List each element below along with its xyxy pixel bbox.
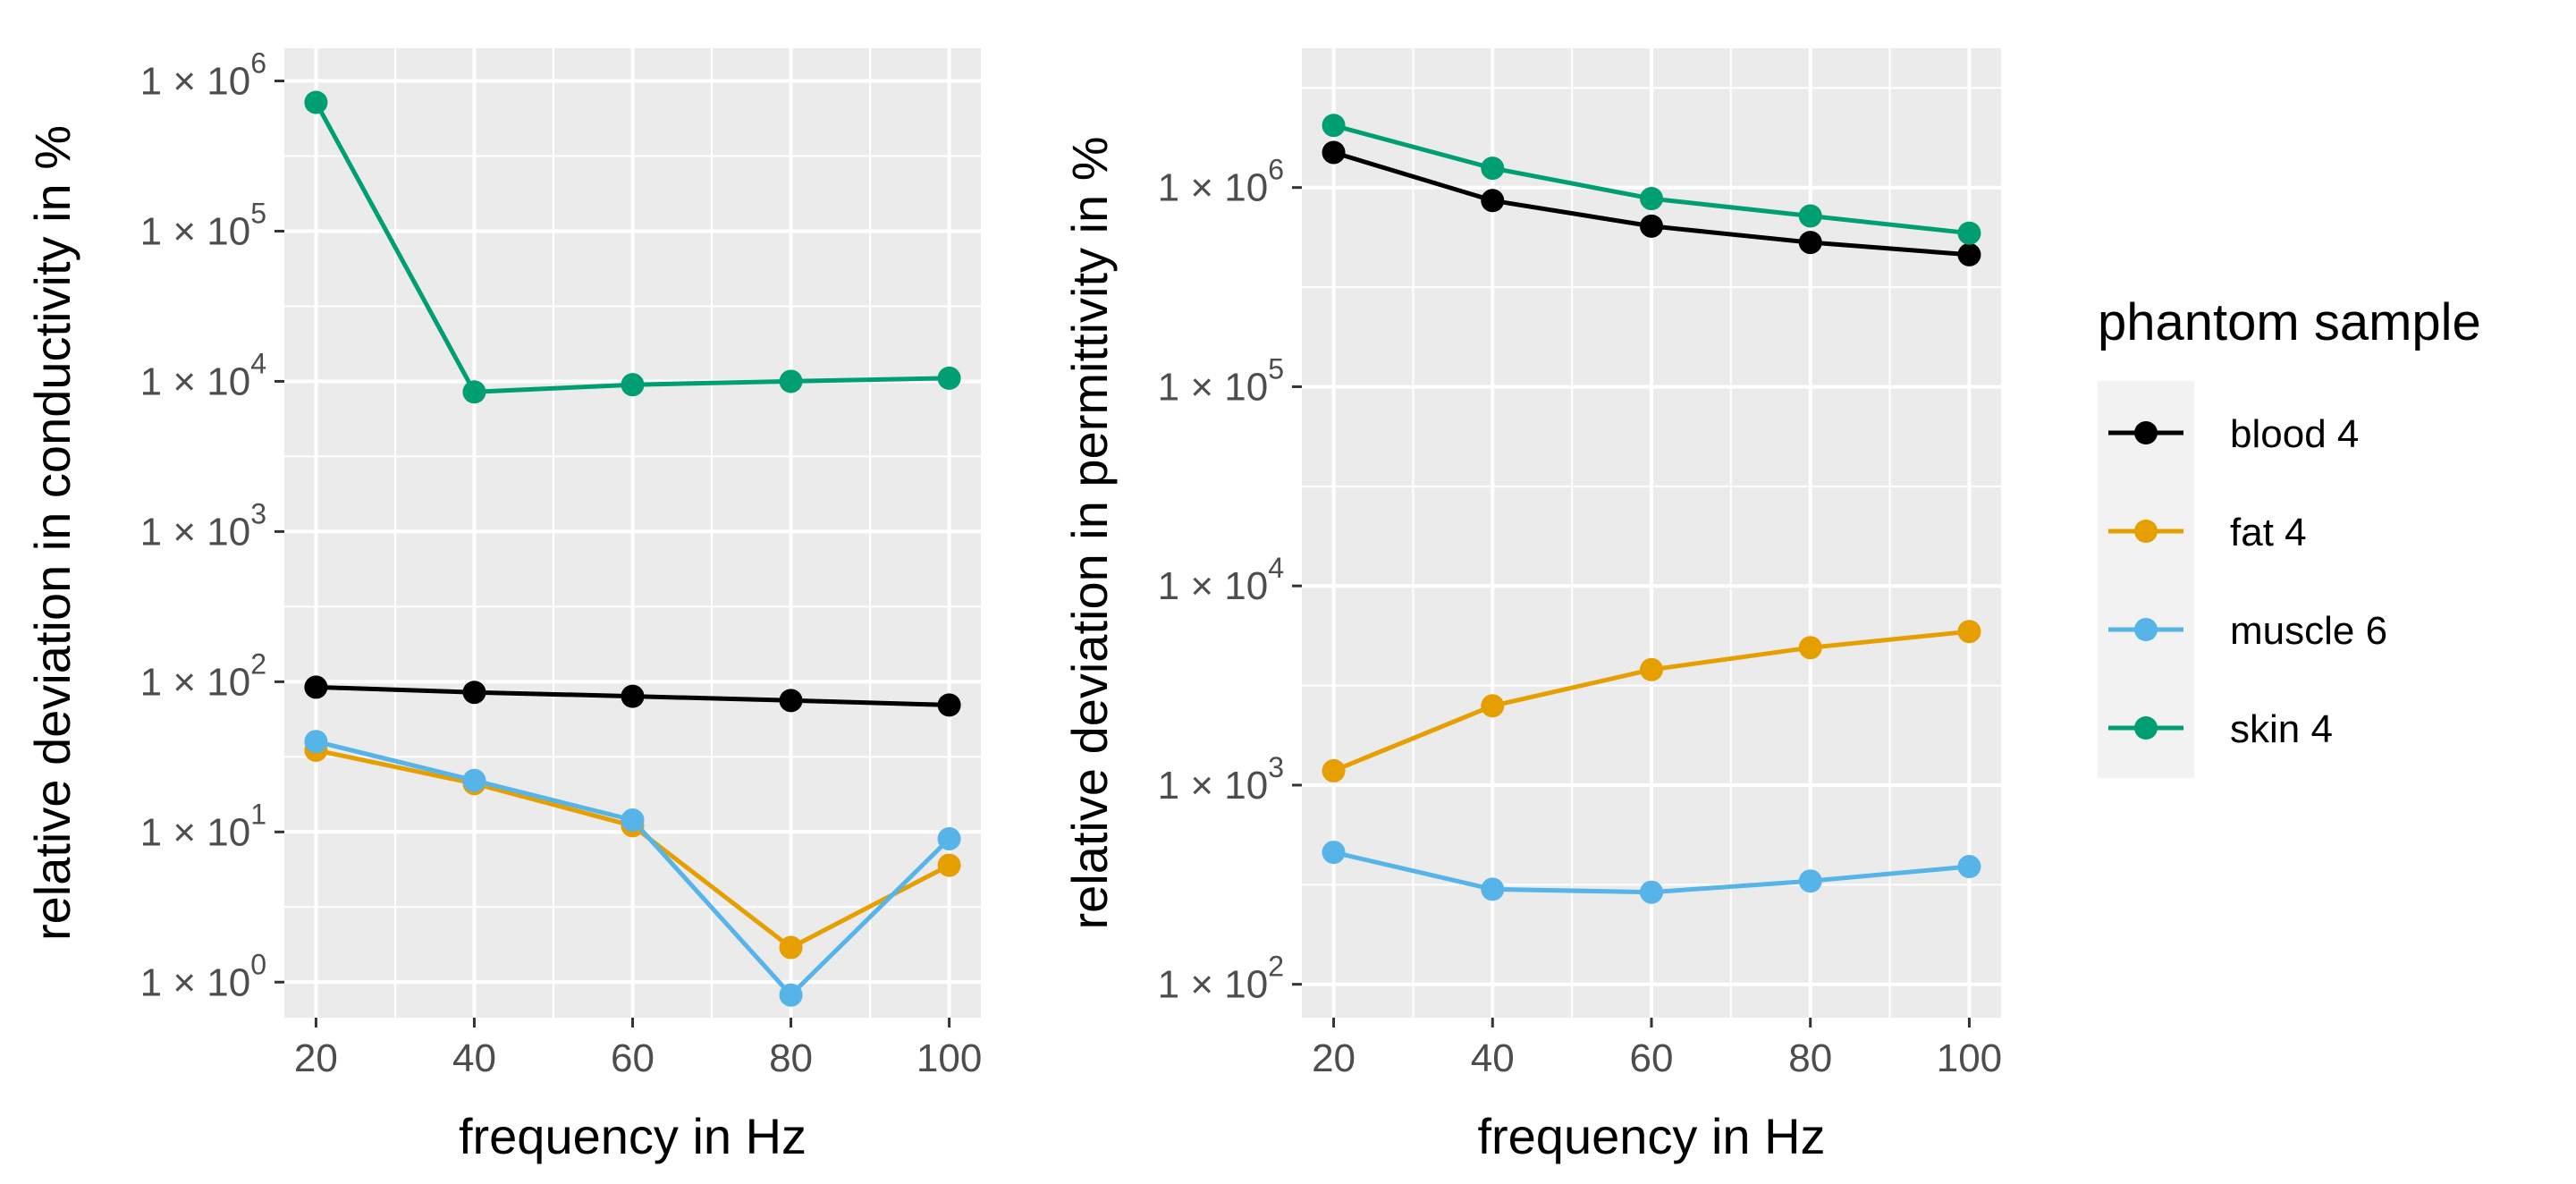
legend-label: fat 4 <box>2230 511 2307 554</box>
permittivity-panel: 20 40 60 80 100 1 × 102 1 × 103 1 × 104 1 × 105 1… <box>1061 48 2002 1164</box>
x-axis-title: frequency in Hz <box>1477 1108 1825 1164</box>
data-point <box>1957 242 1981 266</box>
legend-key-point <box>2134 618 2158 641</box>
data-point <box>1640 214 1663 238</box>
y-tick-label: 1 × 106 <box>1158 154 1284 210</box>
legend-key-point <box>2134 421 2158 444</box>
y-axis-title: relative deviation in permittivity in % <box>1061 136 1118 929</box>
data-point <box>1640 880 1663 904</box>
data-point <box>462 768 486 792</box>
series-skin-4 <box>1322 114 1981 245</box>
data-point <box>937 366 961 390</box>
x-tick-label: 80 <box>769 1036 813 1080</box>
x-tick-label: 20 <box>1312 1036 1356 1080</box>
legend-key-point <box>2134 716 2158 740</box>
y-tick-label: 1 × 100 <box>140 948 266 1004</box>
series-blood-4 <box>1322 140 1981 266</box>
legend-item-fat-4: fat 4 <box>2108 511 2307 554</box>
x-axis-title: frequency in Hz <box>459 1108 807 1164</box>
data-point <box>779 983 803 1007</box>
data-point <box>304 90 328 114</box>
data-point <box>1798 204 1822 228</box>
data-point <box>1322 140 1346 165</box>
data-point <box>462 380 486 404</box>
legend: phantom sample blood 4 fat 4 muscle 6 skin … <box>2098 293 2481 778</box>
y-tick-label: 1 × 102 <box>1158 951 1284 1007</box>
y-tick-label: 1 × 105 <box>140 197 266 253</box>
data-point <box>462 681 486 705</box>
legend-item-muscle-6: muscle 6 <box>2108 609 2387 653</box>
data-point <box>1481 156 1505 181</box>
y-tick-label: 1 × 103 <box>140 497 266 554</box>
data-point <box>304 675 328 699</box>
x-tick-label: 40 <box>1471 1036 1515 1080</box>
data-point <box>1322 758 1346 782</box>
data-point <box>937 693 961 717</box>
data-point <box>1640 187 1663 211</box>
y-tick-label: 1 × 101 <box>140 798 266 854</box>
data-point <box>1481 694 1505 718</box>
legend-item-blood-4: blood 4 <box>2108 412 2359 456</box>
legend-key-background <box>2098 381 2194 778</box>
y-tick-label: 1 × 105 <box>1158 352 1284 409</box>
y-axis-title: relative deviation in conductivity in % <box>24 125 80 941</box>
x-tick-label: 100 <box>1937 1036 2002 1080</box>
data-point <box>1322 114 1346 138</box>
data-point <box>1957 855 1981 879</box>
data-point <box>1481 189 1505 213</box>
data-point <box>1481 877 1505 901</box>
data-point <box>1957 221 1981 245</box>
data-point <box>1798 636 1822 660</box>
legend-items: blood 4 fat 4 muscle 6 skin 4 <box>2108 412 2387 751</box>
data-point <box>1798 869 1822 893</box>
data-point <box>621 808 645 833</box>
legend-label: skin 4 <box>2230 707 2333 751</box>
series-blood-4 <box>304 675 961 717</box>
legend-key-point <box>2134 520 2158 543</box>
series-muscle-6 <box>1322 841 1981 904</box>
series-fat-4 <box>1322 620 1981 782</box>
y-tick-label: 1 × 104 <box>1158 552 1284 608</box>
y-tick-label: 1 × 102 <box>140 647 266 704</box>
data-point <box>1798 231 1822 255</box>
x-tick-label: 20 <box>294 1036 338 1080</box>
data-point <box>779 689 803 713</box>
data-point <box>1640 657 1663 681</box>
data-point <box>779 935 803 960</box>
legend-title: phantom sample <box>2098 293 2481 351</box>
data-point <box>1957 620 1981 644</box>
data-point <box>304 730 328 754</box>
y-tick-label: 1 × 106 <box>140 47 266 104</box>
x-tick-label: 60 <box>611 1036 655 1080</box>
data-point <box>779 369 803 393</box>
series-muscle-6 <box>304 730 961 1007</box>
data-point <box>937 853 961 877</box>
series-skin-4 <box>304 90 961 404</box>
legend-label: blood 4 <box>2230 412 2359 456</box>
y-tick-label: 1 × 104 <box>140 347 266 403</box>
data-point <box>621 373 645 397</box>
legend-item-skin-4: skin 4 <box>2108 707 2333 751</box>
legend-label: muscle 6 <box>2230 609 2387 653</box>
data-point <box>621 684 645 708</box>
x-tick-label: 60 <box>1630 1036 1674 1080</box>
x-tick-label: 100 <box>916 1036 982 1080</box>
x-tick-label: 40 <box>452 1036 496 1080</box>
y-tick-label: 1 × 103 <box>1158 751 1284 808</box>
conductivity-panel: 20 40 60 80 100 1 × 100 1 × 101 1 × 102 1 × 103 1… <box>24 47 982 1164</box>
data-point <box>1322 841 1346 865</box>
x-tick-label: 80 <box>1788 1036 1832 1080</box>
data-point <box>937 826 961 850</box>
